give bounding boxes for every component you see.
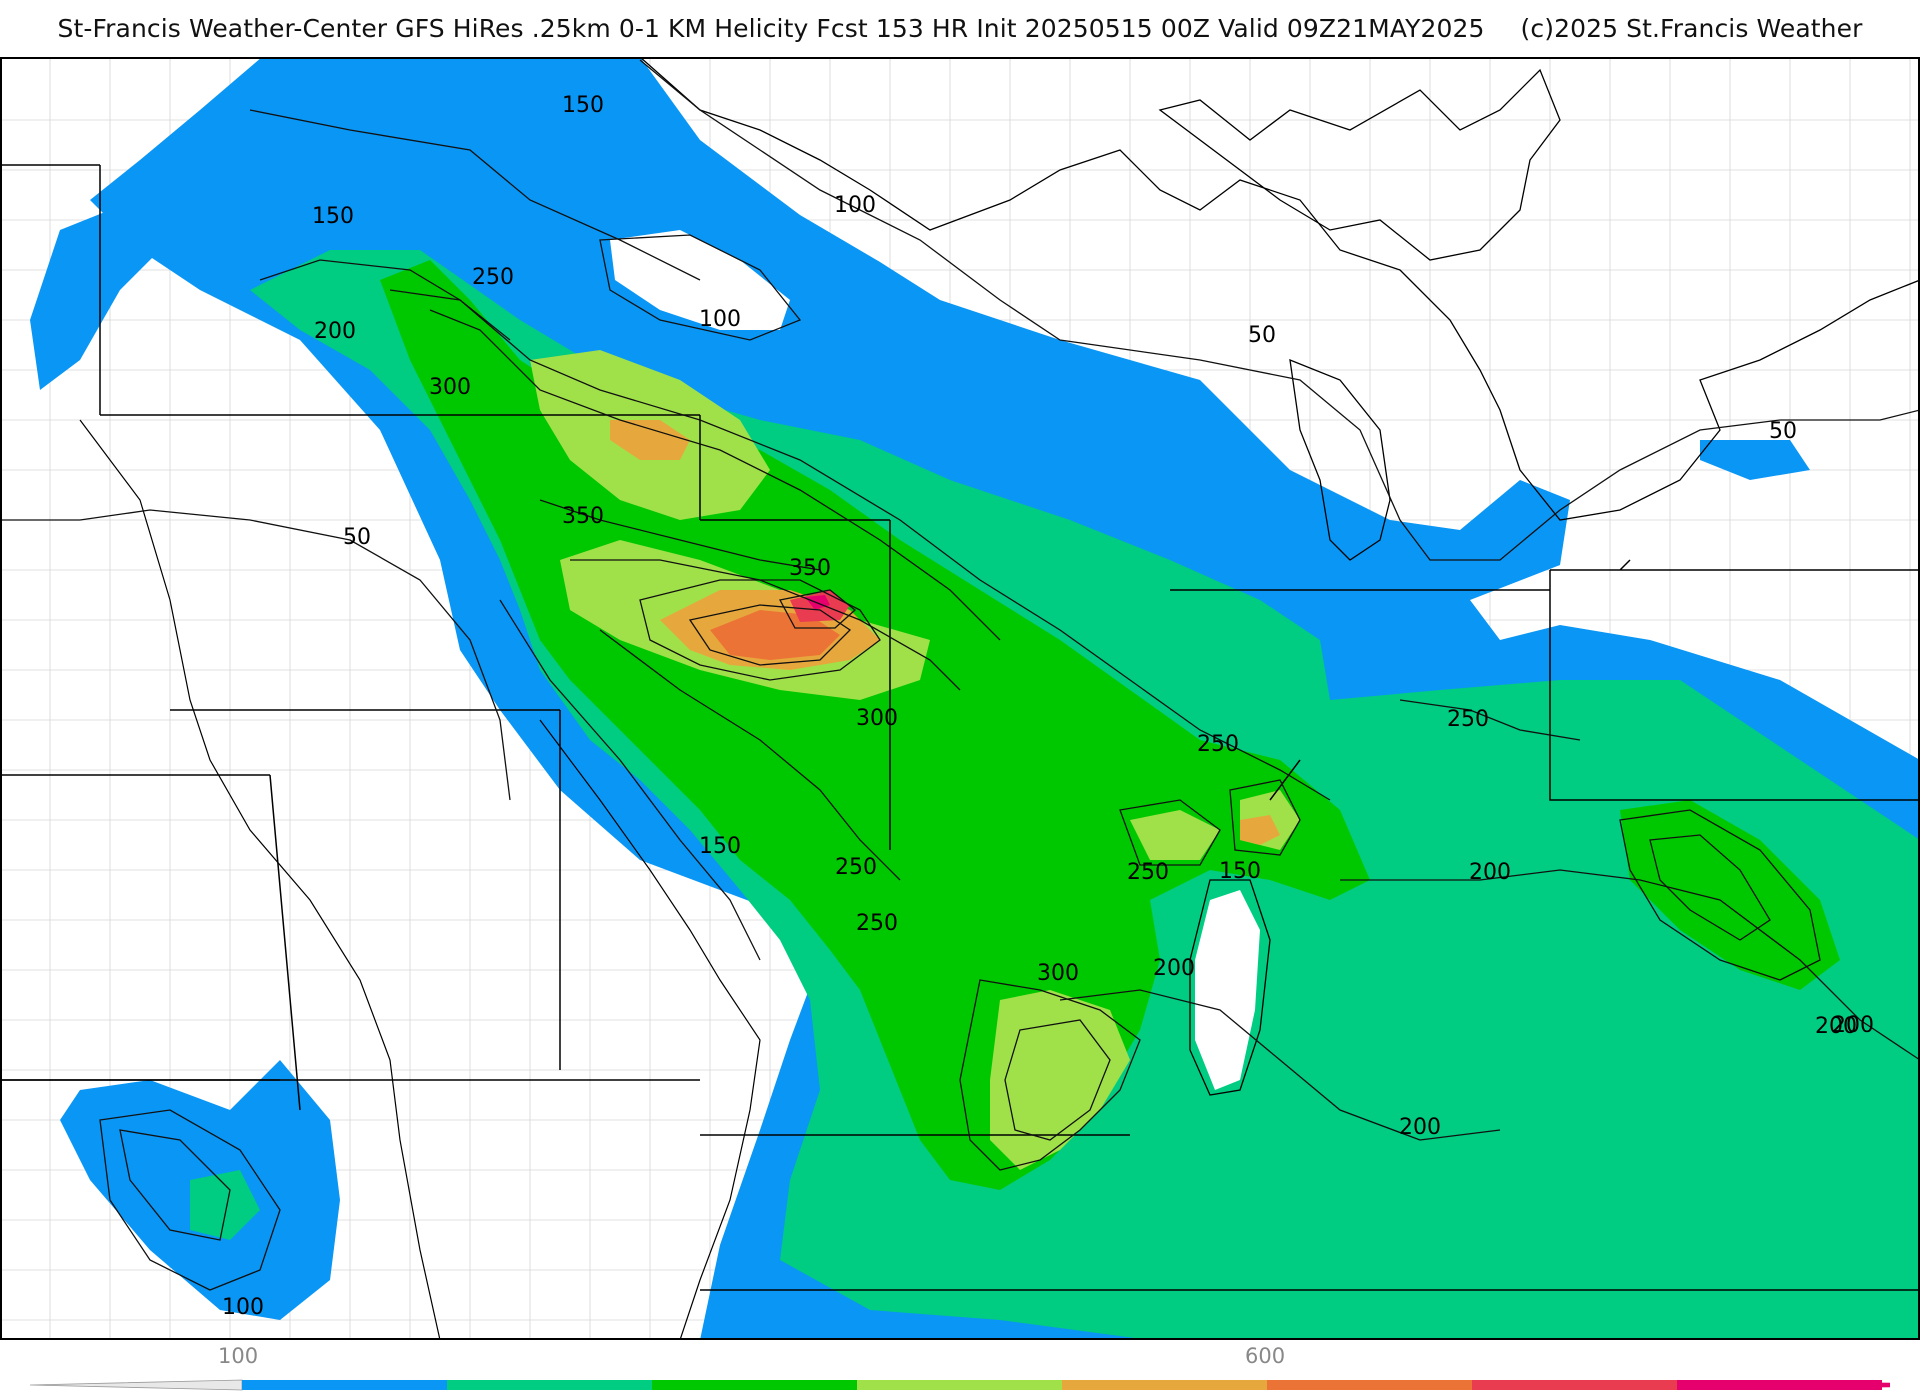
helicity-map: 150 150 250 200 300 100 100 350 350 50 50 50 300 250 2…	[0, 57, 1920, 1340]
contour-350-a	[539, 499, 821, 571]
colorbar-segment	[242, 1380, 447, 1390]
contour-300-b	[570, 559, 961, 691]
contour-label: 150	[312, 204, 354, 229]
contour-300-south	[959, 979, 1141, 1171]
state-border-west	[0, 164, 301, 1111]
contour-label: 300	[1037, 961, 1079, 986]
helicity-bands	[30, 57, 1920, 1340]
contour-200-north	[259, 259, 511, 341]
contour-label: 50	[1769, 419, 1797, 444]
contour-label: 250	[472, 265, 514, 290]
band-250-300-east-lobe	[1620, 800, 1840, 990]
contour-label: 100	[834, 193, 876, 218]
contour-east-loop-inner	[1649, 834, 1771, 941]
colorbar-segment	[1472, 1380, 1677, 1390]
colorbar-segment	[857, 1380, 1062, 1390]
title-text: St-Francis Weather-Center GFS HiRes .25k…	[57, 14, 1485, 43]
contour-label: 200	[314, 319, 356, 344]
contour-150-sw	[119, 1129, 231, 1241]
band-100-150-west-lobe	[30, 210, 160, 390]
colorbar-segment	[652, 1380, 857, 1390]
contour-250-a	[389, 289, 1331, 801]
contour-label: 250	[1127, 860, 1169, 885]
band-100-150-east-lobe	[1700, 440, 1810, 480]
contour-label: 250	[856, 911, 898, 936]
contour-100-sw	[99, 1109, 281, 1291]
contour-300-a	[429, 309, 1001, 641]
contour-label: 100	[222, 1295, 264, 1320]
river-west	[79, 419, 441, 1340]
copyright-text: (c)2025 St.Francis Weather	[1520, 14, 1863, 43]
contour-mid-loop-b	[1229, 779, 1301, 856]
colorbar-segment	[447, 1380, 652, 1390]
map-borders	[0, 57, 1920, 1340]
helicity-contours	[0, 59, 1920, 1291]
contour-450	[779, 589, 857, 629]
contour-label: 200	[1832, 1013, 1874, 1038]
contour-label: 150	[562, 93, 604, 118]
contour-label: 200	[1469, 860, 1511, 885]
state-border-north	[100, 414, 890, 521]
contour-350-b	[639, 579, 881, 681]
contour-200-south	[1059, 989, 1501, 1141]
contour-label: 200	[1153, 956, 1195, 981]
coastline-lake	[1289, 358, 1391, 561]
colorbar-segment	[1267, 1380, 1472, 1390]
contour-label: 100	[699, 307, 741, 332]
contour-label: 300	[429, 375, 471, 400]
contour-250-east	[1399, 699, 1581, 741]
band-300-350	[530, 350, 1300, 1170]
contour-150-north	[249, 109, 701, 281]
contour-200-east	[1340, 869, 1920, 1061]
coastline-bay	[1158, 68, 1561, 261]
band-150-250-sw-lobe	[190, 1170, 260, 1240]
contour-250-b	[599, 629, 901, 881]
map-frame	[0, 57, 1920, 1340]
state-border-central	[0, 520, 1920, 1291]
map-title: St-Francis Weather-Center GFS HiRes .25k…	[0, 14, 1920, 43]
colorbar-low-extension	[30, 1379, 243, 1391]
contour-mid-loop-a	[1119, 799, 1221, 866]
state-border-east	[1170, 559, 1920, 801]
contour-east-loop	[1619, 809, 1821, 981]
colorbar-tick-600: 600	[1245, 1344, 1286, 1368]
contour-labels: 150 150 250 200 300 100 100 350 350 50 50 50 300 250 2…	[222, 93, 1874, 1320]
band-400-450	[710, 610, 840, 660]
contour-label: 200	[1815, 1014, 1857, 1039]
band-gap-lakeshore	[1195, 890, 1260, 1090]
colorbar-segment	[1062, 1380, 1267, 1390]
contour-50-west	[0, 509, 511, 801]
contour-sw-loop	[1004, 1019, 1111, 1141]
contour-label: 250	[835, 855, 877, 880]
contour-50-north	[639, 59, 1920, 561]
contour-label: 50	[343, 525, 371, 550]
contour-label: 250	[1447, 707, 1489, 732]
contour-label: 300	[856, 706, 898, 731]
colorbar-tick-100: 100	[218, 1344, 259, 1368]
contour-label: 250	[1197, 732, 1239, 757]
contour-label: 150	[1219, 859, 1261, 884]
contour-label: 50	[1248, 323, 1276, 348]
contour-150-central	[499, 599, 761, 961]
contour-label: 350	[789, 556, 831, 581]
coastline-lake-shore	[1189, 879, 1271, 1096]
river-central	[539, 719, 761, 1340]
colorbar	[30, 1379, 1890, 1391]
contour-400	[688, 604, 852, 666]
coastline-north	[639, 57, 1920, 521]
contour-label: 350	[562, 504, 604, 529]
contour-100-a	[599, 234, 802, 341]
contour-label: 200	[1399, 1115, 1441, 1140]
colorbar-high-extension	[1677, 1380, 1890, 1390]
contour-label: 150	[699, 834, 741, 859]
